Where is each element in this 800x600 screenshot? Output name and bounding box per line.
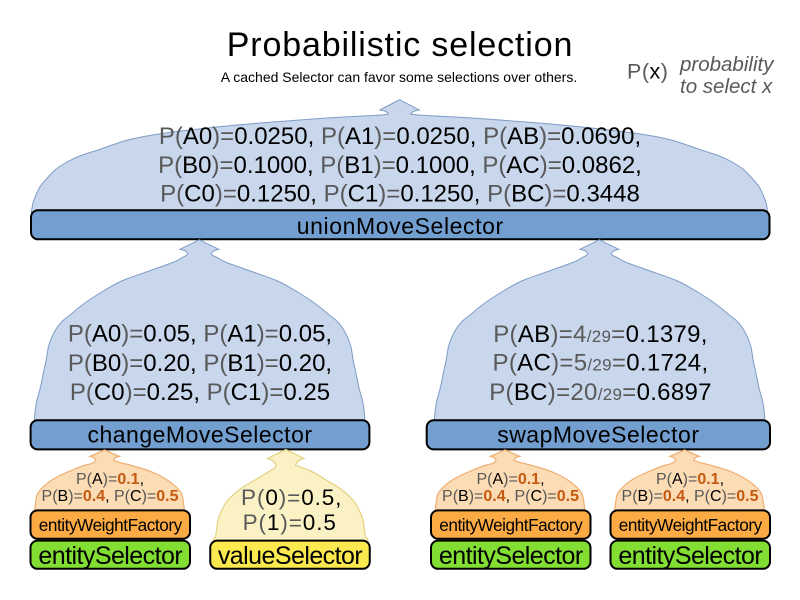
svg-text:changeMoveSelector: changeMoveSelector	[87, 421, 312, 447]
svg-text:probability: probability	[679, 53, 775, 76]
svg-text:P(AC)=5/29=0.1724,: P(AC)=5/29=0.1724,	[493, 350, 709, 377]
svg-text:P(A)=0.1,: P(A)=0.1,	[476, 471, 544, 488]
svg-text:A cached Selector can favor so: A cached Selector can favor some selecti…	[221, 69, 577, 85]
svg-text:P(B)=0.4, P(C)=0.5: P(B)=0.4, P(C)=0.5	[42, 488, 179, 505]
svg-text:to select x: to select x	[680, 75, 773, 98]
svg-text:P(A0)=0.0250, P(A1)=0.0250, P(: P(A0)=0.0250, P(A1)=0.0250, P(AB)=0.0690…	[159, 123, 641, 150]
svg-text:P(B)=0.4, P(C)=0.5: P(B)=0.4, P(C)=0.5	[442, 488, 579, 505]
svg-text:P(AB)=4/29=0.1379,: P(AB)=4/29=0.1379,	[493, 321, 708, 348]
svg-text:P(B)=0.4, P(C)=0.5: P(B)=0.4, P(C)=0.5	[622, 488, 759, 505]
svg-text:entityWeightFactory: entityWeightFactory	[439, 515, 583, 535]
svg-text:P(A)=0.1,: P(A)=0.1,	[76, 471, 144, 488]
svg-text:P(x): P(x)	[627, 60, 668, 84]
svg-text:swapMoveSelector: swapMoveSelector	[497, 421, 699, 447]
svg-text:entitySelector: entitySelector	[439, 542, 583, 570]
svg-text:Probabilistic selection: Probabilistic selection	[227, 26, 573, 64]
svg-text:entitySelector: entitySelector	[618, 542, 762, 570]
svg-text:P(B0)=0.1000, P(B1)=0.1000, P(: P(B0)=0.1000, P(B1)=0.1000, P(AC)=0.0862…	[158, 152, 642, 179]
svg-text:entityWeightFactory: entityWeightFactory	[39, 515, 183, 535]
svg-text:P(C0)=0.1250, P(C1)=0.1250, P(: P(C0)=0.1250, P(C1)=0.1250, P(BC)=0.3448	[160, 181, 640, 208]
svg-text:P(B0)=0.20, P(B1)=0.20,: P(B0)=0.20, P(B1)=0.20,	[68, 350, 332, 377]
svg-text:P(A)=0.1,: P(A)=0.1,	[656, 471, 724, 488]
svg-text:unionMoveSelector: unionMoveSelector	[297, 213, 504, 239]
svg-text:P(A0)=0.05, P(A1)=0.05,: P(A0)=0.05, P(A1)=0.05,	[68, 321, 332, 348]
svg-text:P(BC)=20/29=0.6897: P(BC)=20/29=0.6897	[489, 379, 712, 406]
svg-text:entityWeightFactory: entityWeightFactory	[619, 515, 763, 535]
svg-text:valueSelector: valueSelector	[218, 542, 363, 570]
svg-text:P(C0)=0.25, P(C1)=0.25: P(C0)=0.25, P(C1)=0.25	[70, 379, 330, 406]
svg-text:P(1)=0.5: P(1)=0.5	[243, 510, 337, 535]
svg-text:entitySelector: entitySelector	[38, 542, 182, 570]
svg-text:P(0)=0.5,: P(0)=0.5,	[241, 485, 342, 510]
